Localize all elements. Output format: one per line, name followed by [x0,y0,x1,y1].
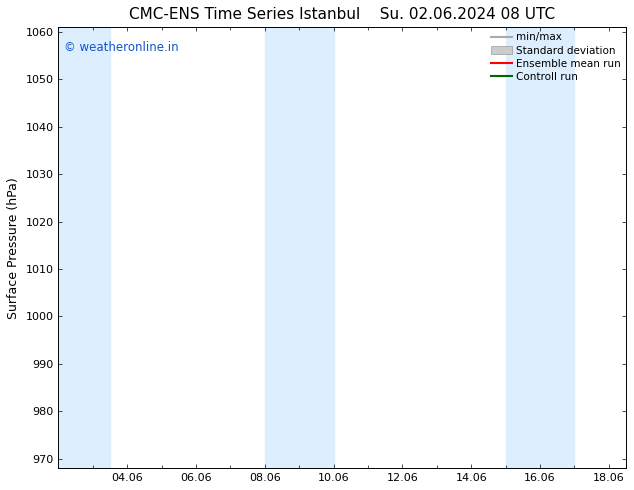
Bar [265,27,333,468]
Text: © weatheronline.in: © weatheronline.in [64,41,179,53]
Bar [506,27,574,468]
Bar [58,27,110,468]
Title: CMC-ENS Time Series Istanbul    Su. 02.06.2024 08 UTC: CMC-ENS Time Series Istanbul Su. 02.06.2… [129,7,555,22]
Y-axis label: Surface Pressure (hPa): Surface Pressure (hPa) [7,177,20,318]
Legend: min/max, Standard deviation, Ensemble mean run, Controll run: min/max, Standard deviation, Ensemble me… [491,32,621,82]
